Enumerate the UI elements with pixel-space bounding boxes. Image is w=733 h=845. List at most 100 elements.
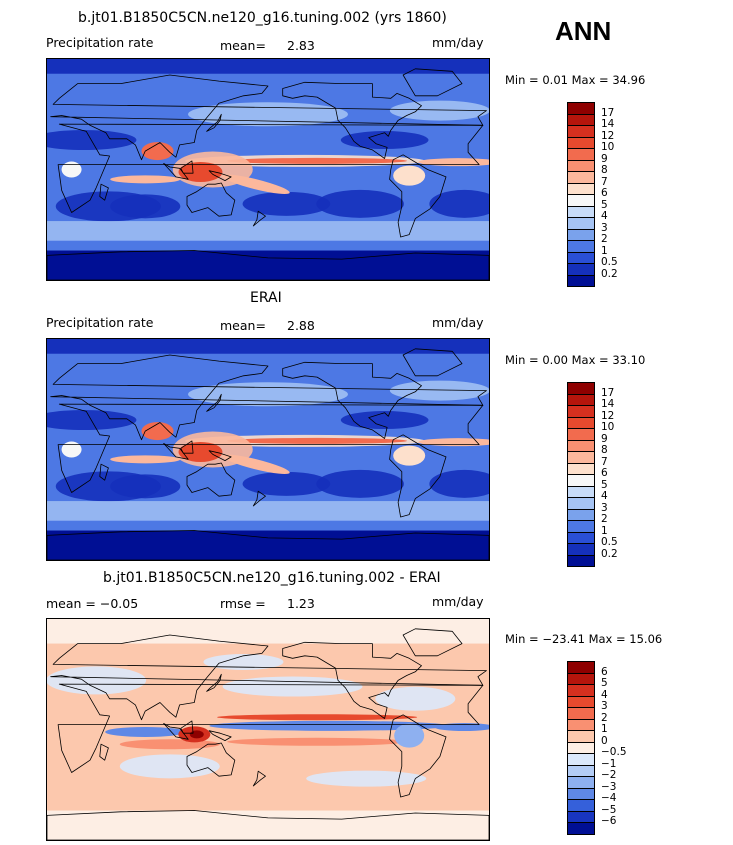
colorbar-tick-label: 12	[601, 129, 615, 142]
colorbar-swatch	[567, 531, 595, 544]
colorbar-tick-label: 17	[601, 106, 615, 119]
colorbar-tick-label: 12	[601, 409, 615, 422]
panel-1-map	[46, 58, 490, 281]
colorbar-tick-label: 7	[601, 175, 608, 188]
panel-2-minmax: Min = 0.00 Max = 33.10	[505, 353, 646, 367]
colorbar-swatch	[567, 684, 595, 697]
colorbar-swatch	[567, 776, 595, 789]
colorbar-tick-label: −6	[601, 815, 617, 827]
colorbar-tick-label: 2	[601, 513, 608, 525]
panel-1-minmax: Min = 0.01 Max = 34.96	[505, 73, 646, 87]
colorbar-tick-label: 5	[601, 478, 608, 491]
colorbar-tick-label: 2	[601, 711, 608, 724]
colorbar-tick-label: −1	[601, 757, 617, 770]
colorbar-tick-label: 1	[601, 524, 608, 537]
colorbar-swatch	[567, 741, 595, 754]
colorbar-swatch	[567, 707, 595, 720]
colorbar-swatch	[567, 787, 595, 800]
colorbar-swatch	[567, 451, 595, 464]
colorbar-swatch	[567, 661, 595, 674]
colorbar-tick-label: 9	[601, 432, 608, 445]
colorbar-swatch	[567, 228, 595, 241]
colorbar-swatch	[567, 205, 595, 218]
colorbar-tick-label: −4	[601, 792, 617, 804]
colorbar-swatch	[567, 672, 595, 685]
colorbar-swatch	[567, 428, 595, 441]
colorbar-tick-label: 3	[601, 700, 608, 712]
colorbar-swatch	[567, 520, 595, 533]
colorbar-swatch	[567, 240, 595, 253]
colorbar-swatch	[567, 474, 595, 487]
colorbar-swatch	[567, 543, 595, 556]
colorbar-tick-label: 5	[601, 198, 608, 211]
coastlines	[47, 68, 489, 280]
colorbar-swatch	[567, 217, 595, 230]
panel-3-mean-label: mean = −0.05	[46, 596, 139, 611]
colorbar-tick-label: 7	[601, 455, 608, 468]
colorbar-tick-label: 8	[601, 444, 608, 456]
colorbar-swatch	[567, 764, 595, 777]
colorbar-swatch	[567, 194, 595, 207]
panel-2-title: ERAI	[250, 290, 282, 306]
colorbar-swatch	[567, 148, 595, 161]
panel-2-variable-label: Precipitation rate	[46, 315, 154, 330]
colorbar-swatch	[567, 263, 595, 276]
colorbar-tick-label: 3	[601, 221, 608, 234]
colorbar-tick-label: 1	[601, 723, 608, 735]
colorbar-tick-label: 6	[601, 187, 608, 199]
colorbar-tick-label: 5	[601, 677, 608, 689]
panel-3-title: b.jt01.B1850C5CN.ne120_g16.tuning.002 - …	[103, 570, 441, 586]
colorbar-swatch	[567, 159, 595, 172]
colorbar-tick-label: 9	[601, 152, 608, 165]
colorbar-tick-label: −2	[601, 769, 617, 781]
colorbar-tick-label: 14	[601, 398, 615, 410]
colorbar-swatch	[567, 274, 595, 287]
colorbar-swatch	[567, 382, 595, 395]
panel-1-mean-label: mean=	[220, 38, 266, 53]
colorbar-swatch	[567, 405, 595, 418]
panel-2-map	[46, 338, 490, 561]
colorbar-swatch	[567, 462, 595, 475]
colorbar-swatch	[567, 753, 595, 766]
colorbar-swatch	[567, 485, 595, 498]
colorbar-swatch	[567, 695, 595, 708]
panel-2-units: mm/day	[432, 315, 484, 330]
colorbar-tick-label: 10	[601, 421, 615, 433]
colorbar-tick-label: −3	[601, 780, 617, 793]
colorbar-tick-label: 0	[601, 734, 608, 747]
colorbar-swatch	[567, 439, 595, 452]
colorbar-swatch	[567, 251, 595, 264]
colorbar-tick-label: 17	[601, 386, 615, 399]
colorbar-swatch	[567, 497, 595, 510]
colorbar-swatch	[567, 182, 595, 195]
colorbar-tick-label: 8	[601, 164, 608, 176]
panel-1-variable-label: Precipitation rate	[46, 35, 154, 50]
colorbar-swatch	[567, 799, 595, 812]
colorbar-tick-label: 6	[601, 467, 608, 479]
colorbar-tick-label: −5	[601, 803, 617, 816]
coastlines	[47, 628, 489, 840]
coastlines	[47, 348, 489, 560]
panel-1-title: b.jt01.B1850C5CN.ne120_g16.tuning.002 (y…	[78, 10, 447, 26]
panel-3-units: mm/day	[432, 594, 484, 609]
colorbar-tick-label: 4	[601, 490, 608, 502]
colorbar-tick-label: 10	[601, 141, 615, 153]
colorbar-swatch	[567, 393, 595, 406]
colorbar-swatch	[567, 554, 595, 567]
panel-2-map-svg	[47, 339, 489, 560]
panel-3-map-svg	[47, 619, 489, 840]
colorbar-swatch	[567, 102, 595, 115]
colorbar-tick-label: 0.5	[601, 536, 618, 548]
colorbar-tick-label: 4	[601, 688, 608, 701]
colorbar-tick-label: 14	[601, 118, 615, 130]
panel-2-mean-value: 2.88	[287, 318, 315, 333]
colorbar-swatch	[567, 416, 595, 429]
panel-1-mean-value: 2.83	[287, 38, 315, 53]
panel-1-units: mm/day	[432, 35, 484, 50]
colorbar-tick-label: 0.2	[601, 547, 618, 560]
panel-2-mean-label: mean=	[220, 318, 266, 333]
colorbar-tick-label: 0.5	[601, 256, 618, 268]
colorbar-swatch	[567, 718, 595, 731]
colorbar-swatch	[567, 113, 595, 126]
panel-3-rmse-value: 1.23	[287, 596, 315, 611]
